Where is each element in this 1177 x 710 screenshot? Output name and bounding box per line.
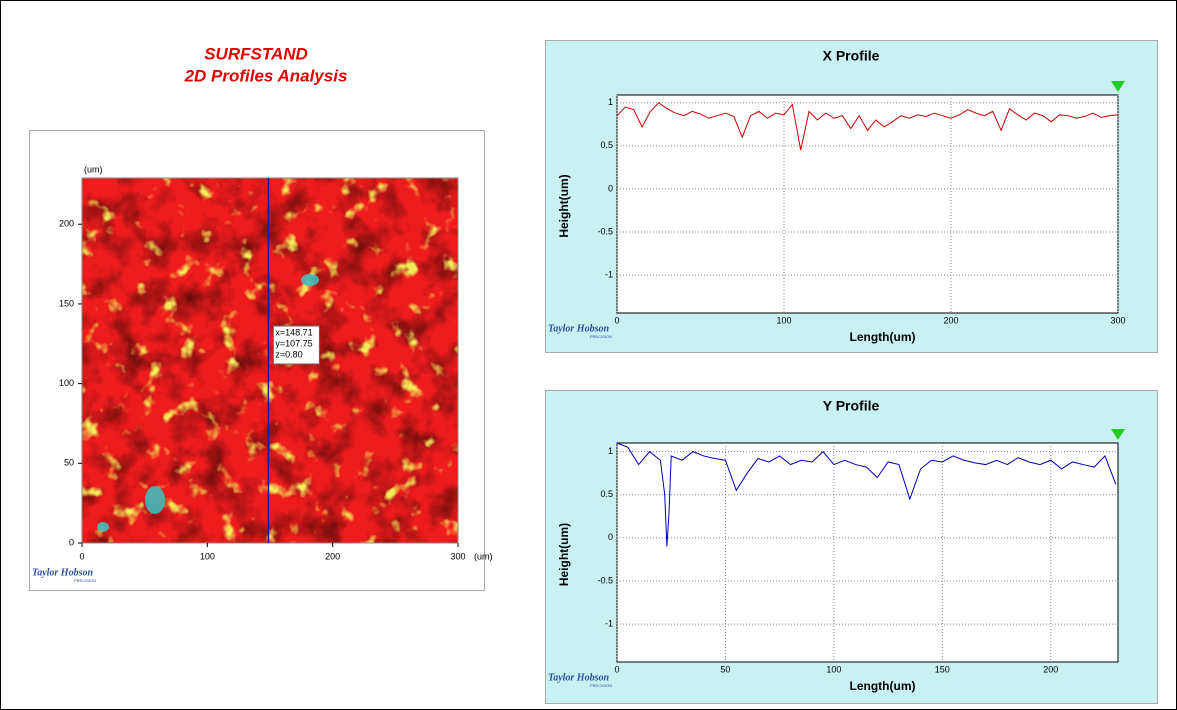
logo-sub: PRECISION	[590, 334, 612, 339]
profile-line	[616, 442, 1117, 547]
x-tick-label: 200	[1043, 664, 1058, 674]
x-tick-label: 100	[200, 551, 215, 561]
cursor-label: z=0.80	[275, 349, 302, 359]
y-unit: (um)	[84, 164, 103, 174]
x-tick-label: 300	[450, 551, 465, 561]
y-tick-label: 0.5	[600, 140, 613, 150]
x-tick-label: 0	[614, 664, 619, 674]
cursor-box	[272, 325, 320, 365]
x-tick-label: 0	[79, 551, 84, 561]
x-tick-label: 0	[614, 315, 619, 325]
y-tick-label: 0.5	[600, 489, 613, 499]
logo-sub: PRECISION	[590, 683, 612, 688]
logo: Taylor Hobson	[548, 672, 609, 683]
y-tick-label: 200	[59, 219, 74, 229]
y-axis-label: Height(um)	[557, 174, 571, 237]
y-tick-label: -1	[605, 618, 613, 628]
y-tick-label: 1	[608, 97, 613, 107]
y-tick-label: 0	[608, 183, 613, 193]
x-axis-label: Length(um)	[850, 679, 916, 693]
plot-area	[616, 442, 1119, 663]
map-border	[81, 177, 459, 544]
chart-title: Y Profile	[823, 398, 880, 414]
y-tick-label: 1	[608, 446, 613, 456]
cursor-label: x=148.71	[275, 327, 312, 337]
marker	[1111, 81, 1125, 92]
marker	[1111, 429, 1125, 440]
title: SURFSTAND	[204, 44, 308, 63]
x-unit: (um)	[474, 551, 493, 561]
cyan-spot	[301, 274, 319, 286]
x-tick-label: 50	[720, 664, 730, 674]
y-tick-label: 0	[608, 532, 613, 542]
profile-line	[616, 102, 1119, 151]
cyan-spot	[145, 486, 165, 514]
surface-highlights	[82, 178, 458, 543]
y-tick-label: 0	[69, 537, 74, 547]
y-tick-label: -0.5	[597, 575, 613, 585]
x-tick-label: 100	[826, 664, 841, 674]
plot-area	[616, 94, 1119, 314]
x-tick-label: 150	[935, 664, 950, 674]
x-tick-label: 300	[1110, 315, 1125, 325]
y-tick-label: 50	[64, 458, 74, 468]
y-tick-label: -1	[605, 269, 613, 279]
cyan-spot	[97, 522, 109, 532]
subtitle: 2D Profiles Analysis	[184, 66, 348, 85]
logo: Taylor Hobson	[548, 323, 609, 334]
x-tick-label: 200	[325, 551, 340, 561]
y-axis-label: Height(um)	[557, 523, 571, 586]
y-tick-label: 150	[59, 298, 74, 308]
x-tick-label: 200	[943, 315, 958, 325]
y-tick-label: 100	[59, 378, 74, 388]
chart-title: X Profile	[823, 48, 880, 64]
x-tick-label: 100	[776, 315, 791, 325]
y-tick-label: -0.5	[597, 226, 613, 236]
x-axis-label: Length(um)	[850, 330, 916, 344]
logo: Taylor Hobson	[32, 567, 93, 578]
logo-sub: PRECISION	[74, 578, 96, 583]
cursor-label: y=107.75	[275, 338, 312, 348]
